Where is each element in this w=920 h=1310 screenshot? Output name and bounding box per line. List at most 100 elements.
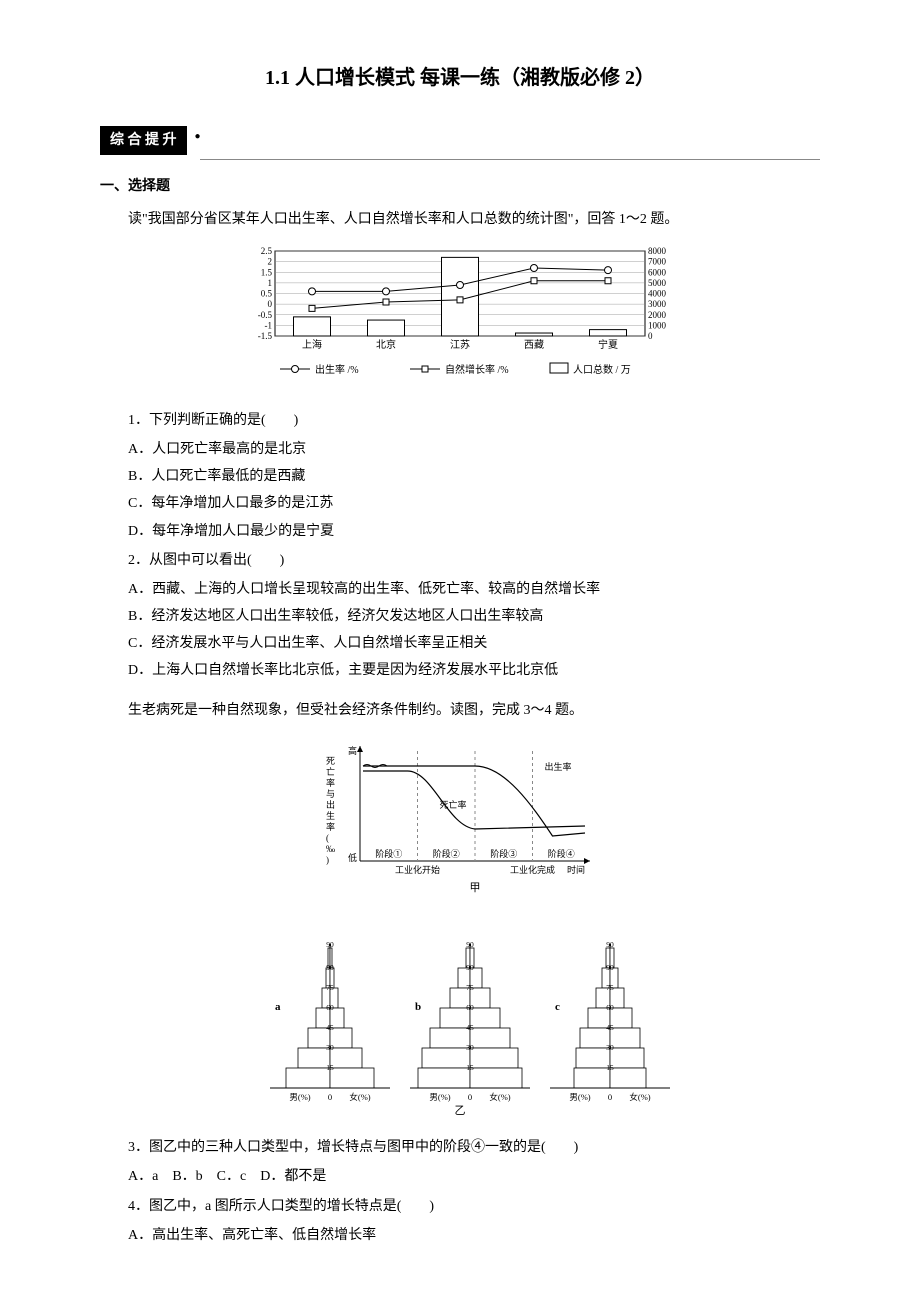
page-title: 1.1 人口增长模式 每课一练（湘教版必修 2）	[100, 60, 820, 96]
svg-text:c: c	[555, 1001, 560, 1013]
svg-text:阶段①: 阶段①	[375, 848, 402, 859]
svg-text:2: 2	[268, 256, 273, 266]
svg-text:75: 75	[606, 983, 614, 992]
q1-opt-2: C．每年净增加人口最多的是江苏	[128, 491, 820, 516]
q2-opt-2: C．经济发展水平与人口出生率、人口自然增长率呈正相关	[128, 631, 820, 656]
svg-text:15: 15	[466, 1063, 474, 1072]
svg-text:6000: 6000	[648, 267, 667, 277]
svg-text:0.5: 0.5	[261, 288, 273, 298]
svg-text:死: 死	[326, 756, 335, 766]
chart1-wrap: -1.5-1-0.500.511.522.5010002000300040005…	[100, 241, 820, 400]
svg-text:男(%): 男(%)	[569, 1092, 590, 1102]
section-line	[200, 159, 820, 160]
svg-text:15: 15	[326, 1063, 334, 1072]
svg-text:北京: 北京	[376, 338, 396, 351]
svg-text:(: (	[326, 833, 329, 843]
svg-text:乙: 乙	[455, 1104, 466, 1117]
svg-text:女(%): 女(%)	[629, 1092, 650, 1102]
svg-text:90: 90	[606, 963, 614, 972]
svg-text:宁夏: 宁夏	[598, 338, 618, 351]
svg-text:-0.5: -0.5	[258, 309, 273, 319]
chart2b: a90756045301590男(%)0女(%)b90756045301590男…	[240, 928, 680, 1118]
svg-text:2000: 2000	[648, 309, 667, 319]
svg-text:90: 90	[326, 963, 334, 972]
svg-text:7000: 7000	[648, 256, 667, 266]
q4-opt-0: A．高出生率、高死亡率、低自然增长率	[128, 1223, 820, 1248]
section-row: 综 合 提 升	[100, 126, 820, 160]
svg-text:女(%): 女(%)	[349, 1092, 370, 1102]
svg-text:男(%): 男(%)	[289, 1092, 310, 1102]
svg-text:4000: 4000	[648, 288, 667, 298]
svg-text:60: 60	[466, 1003, 474, 1012]
svg-text:1: 1	[268, 277, 273, 287]
mc-heading: 一、选择题	[100, 174, 820, 199]
intro-2: 生老病死是一种自然现象，但受社会经济条件制约。读图，完成 3～4 题。	[100, 698, 820, 723]
svg-text:60: 60	[606, 1003, 614, 1012]
svg-text:‰: ‰	[326, 844, 335, 854]
svg-text:率: 率	[326, 821, 335, 832]
svg-text:0: 0	[608, 1092, 612, 1102]
svg-text:15: 15	[606, 1063, 614, 1072]
svg-text:自然增长率 /%: 自然增长率 /%	[445, 363, 509, 376]
svg-text:出: 出	[326, 799, 335, 810]
q1-opt-1: B．人口死亡率最低的是西藏	[128, 464, 820, 489]
svg-text:8000: 8000	[648, 246, 667, 256]
svg-text:45: 45	[466, 1023, 474, 1032]
svg-text:90: 90	[606, 940, 614, 949]
svg-text:5000: 5000	[648, 277, 667, 287]
svg-text:出生率 /%: 出生率 /%	[315, 363, 359, 376]
q1-opt-3: D．每年净增加人口最少的是宁夏	[128, 519, 820, 544]
svg-text:甲: 甲	[470, 882, 481, 894]
svg-text:亡: 亡	[326, 766, 335, 777]
svg-text:-1: -1	[265, 320, 273, 330]
svg-text:上海: 上海	[302, 338, 322, 351]
svg-text:2.5: 2.5	[261, 246, 273, 256]
chart2a: 阶段①阶段②阶段③阶段④工业化开始工业化完成时间死亡率与出生率(‰)高低出生率死…	[310, 731, 610, 911]
svg-text:a: a	[275, 1001, 281, 1013]
chart1: -1.5-1-0.500.511.522.5010002000300040005…	[230, 241, 690, 391]
svg-text:生: 生	[326, 810, 335, 821]
svg-text:-1.5: -1.5	[258, 331, 273, 341]
svg-text:b: b	[415, 1001, 421, 1013]
svg-text:30: 30	[326, 1043, 334, 1052]
svg-text:0: 0	[468, 1092, 472, 1102]
svg-text:0: 0	[648, 331, 653, 341]
section-badge: 综 合 提 升	[100, 126, 187, 155]
svg-text:工业化完成: 工业化完成	[510, 864, 555, 875]
svg-text:工业化开始: 工业化开始	[395, 864, 440, 875]
svg-text:75: 75	[326, 983, 334, 992]
svg-text:90: 90	[326, 940, 334, 949]
svg-text:3000: 3000	[648, 299, 667, 309]
svg-text:死亡率: 死亡率	[440, 799, 467, 810]
q3-opts: A．a B．b C．c D．都不是	[128, 1164, 820, 1189]
svg-text:时间: 时间	[567, 864, 585, 875]
svg-text:1.5: 1.5	[261, 267, 273, 277]
svg-text:女(%): 女(%)	[489, 1092, 510, 1102]
svg-text:1000: 1000	[648, 320, 667, 330]
svg-text:30: 30	[466, 1043, 474, 1052]
q2-opt-3: D．上海人口自然增长率比北京低，主要是因为经济发展水平比北京低	[128, 658, 820, 683]
svg-text:阶段③: 阶段③	[490, 848, 517, 859]
svg-text:低: 低	[348, 852, 357, 863]
svg-text:高: 高	[348, 745, 357, 756]
svg-text:江苏: 江苏	[450, 338, 470, 351]
svg-text:西藏: 西藏	[524, 339, 544, 351]
svg-text:率: 率	[326, 777, 335, 788]
q4: 4．图乙中，a 图所示人口类型的增长特点是( )	[128, 1194, 820, 1219]
chart2a-wrap: 阶段①阶段②阶段③阶段④工业化开始工业化完成时间死亡率与出生率(‰)高低出生率死…	[100, 731, 820, 920]
svg-text:阶段④: 阶段④	[548, 848, 575, 859]
svg-text:0: 0	[268, 299, 273, 309]
q2-opt-0: A．西藏、上海的人口增长呈现较高的出生率、低死亡率、较高的自然增长率	[128, 577, 820, 602]
svg-text:75: 75	[466, 983, 474, 992]
intro-1: 读"我国部分省区某年人口出生率、人口自然增长率和人口总数的统计图"，回答 1～2…	[100, 207, 820, 232]
q2-opt-1: B．经济发达地区人口出生率较低，经济欠发达地区人口出生率较高	[128, 604, 820, 629]
svg-text:男(%): 男(%)	[429, 1092, 450, 1102]
svg-text:0: 0	[328, 1092, 332, 1102]
svg-text:60: 60	[326, 1003, 334, 1012]
svg-text:30: 30	[606, 1043, 614, 1052]
svg-text:): )	[326, 855, 329, 865]
q2: 2．从图中可以看出( )	[128, 548, 820, 573]
q1: 1．下列判断正确的是( )	[128, 408, 820, 433]
svg-text:90: 90	[466, 940, 474, 949]
chart2b-wrap: a90756045301590男(%)0女(%)b90756045301590男…	[100, 928, 820, 1127]
